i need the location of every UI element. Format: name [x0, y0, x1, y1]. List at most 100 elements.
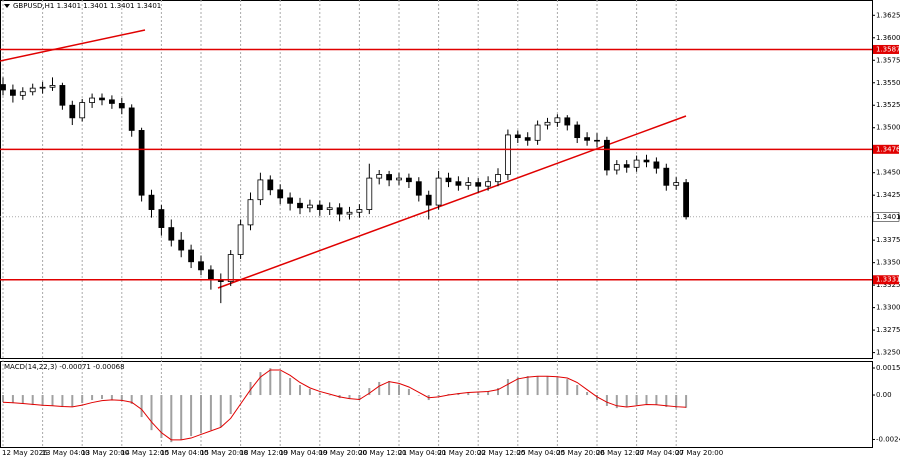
macd-bar [289, 378, 292, 396]
candle-body [554, 117, 561, 123]
macd-bar [685, 395, 688, 408]
macd-bar [348, 395, 351, 399]
macd-bar [120, 395, 123, 402]
macd-bar [605, 395, 608, 406]
level-label-box [873, 275, 899, 285]
candle-body [316, 204, 323, 210]
x-tick-label: 19 May 04:00 [279, 449, 327, 457]
candle-body [445, 177, 452, 183]
x-tick-label: 14 May 12:00 [121, 449, 169, 457]
candle-body [564, 117, 571, 126]
macd-bar [368, 388, 371, 396]
level-label-box [873, 44, 899, 54]
candle-body [396, 177, 402, 181]
macd-bar [675, 395, 678, 409]
macd-bar [259, 372, 262, 396]
y-tick-label: 1.3250 [876, 349, 900, 357]
candle-body [207, 269, 214, 281]
candle-body [257, 179, 264, 201]
candle-body [287, 197, 294, 204]
macd-bar [437, 395, 440, 397]
level-label: 1.3476 [876, 145, 900, 153]
candle-body [227, 254, 234, 282]
candle-body [168, 227, 175, 241]
x-tick-label: 15 May 20:00 [200, 449, 248, 457]
macd-bar [407, 388, 410, 396]
candle-body [247, 199, 254, 226]
macd-bar [556, 377, 559, 396]
candle-body [673, 182, 680, 186]
candle-body [376, 174, 383, 179]
macd-bar [417, 395, 420, 396]
x-tick-label: 20 May 12:00 [358, 449, 406, 457]
macd-bar [586, 391, 589, 396]
candle-body [306, 204, 313, 209]
candle-body [277, 189, 284, 199]
candle-body [683, 182, 689, 218]
macd-bar [388, 381, 391, 396]
y-tick-label: 1.3625 [876, 11, 900, 19]
y-tick-label: 0.00151 [876, 364, 900, 372]
macd-bar [655, 395, 658, 406]
macd-bar [150, 395, 153, 431]
macd-bar [249, 381, 252, 396]
macd-bar [61, 395, 64, 408]
x-tick-label: 25 May 20:00 [556, 449, 604, 457]
candle-body [613, 164, 620, 171]
level-label: 1.3331 [876, 276, 900, 284]
macd-bar [130, 395, 133, 404]
macd-bar [615, 395, 618, 409]
level-label-box [873, 144, 899, 154]
candle-body [623, 164, 630, 168]
macd-bar [299, 385, 301, 396]
candle-body [297, 202, 303, 209]
candle-body [524, 137, 531, 141]
candle-body [633, 159, 640, 168]
candle-body [405, 177, 412, 183]
macd-bar [41, 395, 44, 406]
candle-body [237, 224, 244, 255]
x-tick-label: 27 May 04:00 [636, 449, 684, 457]
signal-line [2, 369, 687, 441]
x-tick-label: 15 May 04:00 [160, 449, 208, 457]
trend-line [0, 29, 146, 62]
macd-bar [170, 395, 173, 443]
candle-body [267, 179, 274, 191]
macd-bar [625, 395, 628, 408]
y-tick-label: 1.3325 [876, 281, 900, 289]
macd-bar [358, 395, 361, 401]
symbol-menu-icon[interactable] [4, 4, 10, 8]
x-tick-label: 26 May 12:00 [596, 449, 644, 457]
candle-body [89, 97, 95, 103]
candle-body [39, 86, 46, 89]
candle-body [594, 139, 600, 142]
macd-bar [645, 395, 648, 404]
candle-body [495, 174, 501, 183]
macd-bar [378, 381, 381, 396]
macd-bar [51, 395, 54, 406]
macd-bar [160, 395, 163, 439]
macd-bar [110, 395, 113, 401]
y-tick-label: 1.3525 [876, 101, 900, 109]
candle-body [574, 124, 581, 139]
candle-body [198, 261, 204, 271]
x-tick-label: 13 May 04:00 [42, 449, 90, 457]
level-label: 1.3587 [876, 45, 900, 53]
x-tick-label: 18 May 12:00 [240, 449, 288, 457]
candle-body [643, 159, 650, 163]
macd-bar [200, 395, 202, 434]
y-tick-label: 1.3550 [876, 79, 900, 87]
candle-body [69, 104, 76, 119]
macd-bar [21, 395, 24, 404]
candle-body [188, 249, 195, 263]
macd-bar [516, 377, 519, 396]
macd-bar [140, 395, 143, 418]
macd-bar [665, 395, 668, 408]
candle-body [326, 207, 333, 210]
candle-body [49, 85, 56, 88]
y-tick-label: 1.3300 [876, 304, 900, 312]
macd-bar [239, 395, 242, 398]
macd-bar [229, 395, 232, 415]
macd-bar [398, 385, 400, 396]
